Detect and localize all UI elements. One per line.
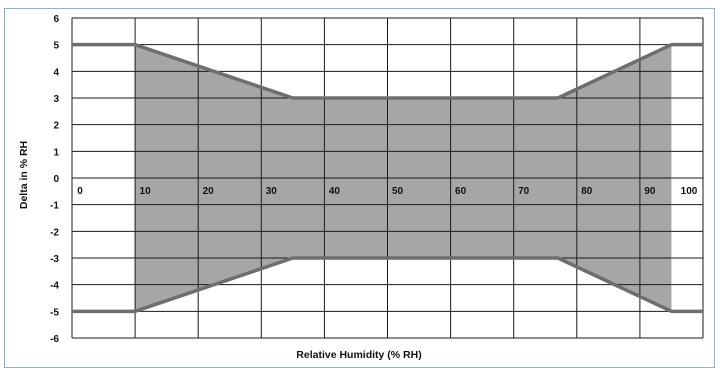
y-tick-label: -3 [50,254,59,265]
lower-bound-line [72,256,703,314]
x-tick-labels: 0 10 20 30 40 50 60 70 80 90 100 [77,186,698,197]
upper-bound-line [72,42,703,100]
y-tick-label: 4 [53,67,59,78]
y-tick-label: 3 [53,94,59,105]
y-tick-label: -4 [50,281,59,292]
y-tick-label: -5 [50,307,59,318]
x-tick-label: 30 [266,186,278,197]
x-tick-label: 60 [455,186,467,197]
x-tick-label: 0 [77,186,83,197]
chart-border [4,8,715,368]
y-tick-label: -1 [50,201,59,212]
y-tick-label: 6 [53,14,59,25]
x-tick-label: 10 [140,186,152,197]
x-tick-label: 70 [518,186,530,197]
y-axis-title: Delta in % RH [18,141,30,209]
y-tick-label: -2 [50,227,59,238]
y-tick-label: 0 [53,174,59,185]
y-tick-label: -6 [50,334,59,345]
x-axis-title: Relative Humidity (% RH) [296,349,421,361]
x-tick-label: 80 [581,186,593,197]
x-tick-label: 40 [329,186,341,197]
y-tick-labels: 6 5 4 3 2 1 0 -1 -2 -3 -4 -5 -6 [50,14,59,345]
x-tick-label: 100 [681,186,698,197]
x-tick-label: 50 [392,186,404,197]
x-tick-label: 90 [644,186,656,197]
x-tick-label: 20 [203,186,215,197]
y-tick-label: 2 [53,121,59,132]
y-tick-label: 5 [53,41,59,52]
y-tick-label: 1 [53,147,59,158]
envelope-lines [72,42,703,314]
